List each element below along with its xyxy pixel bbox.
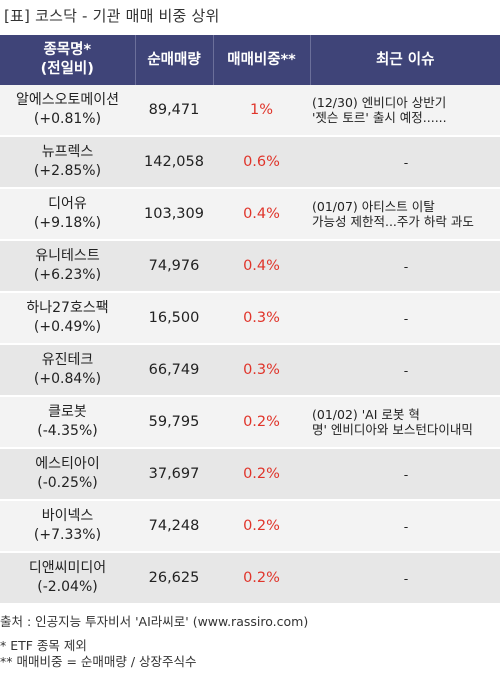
recent-issue: - — [310, 136, 500, 189]
issue-line-1: - — [403, 310, 409, 326]
stock-change: (-0.25%) — [37, 475, 98, 491]
table-row: 뉴프렉스 (+2.85%) 142,058 0.6% - — [0, 136, 500, 189]
recent-issue: (01/02) 'AI 로봇 혁 명' 엔비디아와 보스턴다이내믹 — [310, 396, 500, 449]
table-row: 디어유 (+9.18%) 103,309 0.4% (01/07) 아티스트 이탈 가능성… — [0, 188, 500, 241]
stock-change: (-4.35%) — [37, 423, 98, 439]
recent-issue: - — [310, 344, 500, 397]
net-volume: 103,309 — [135, 188, 213, 241]
source-note: 출처 : 인공지능 투자비서 'AI라씨로' (www.rassiro.com) — [0, 614, 309, 629]
issue-line-1: - — [403, 154, 409, 170]
stock-name: 알에스오토메이션 — [15, 92, 120, 108]
footnote-ratio: ** 매매비중 = 순매매량 / 상장주식수 — [0, 654, 197, 669]
stock-name: 디어유 — [48, 196, 87, 212]
net-volume: 16,500 — [135, 292, 213, 345]
net-volume: 66,749 — [135, 344, 213, 397]
stock-change: (-2.04%) — [37, 579, 98, 595]
stock-name: 에스티아이 — [35, 456, 100, 472]
header-name-label: 종목명* — [43, 42, 92, 58]
header-issue: 최근 이슈 — [310, 35, 500, 85]
net-volume: 74,976 — [135, 240, 213, 293]
table-row: 에스티아이 (-0.25%) 37,697 0.2% - — [0, 448, 500, 501]
table-row: 클로봇 (-4.35%) 59,795 0.2% (01/02) 'AI 로봇 혁 명' … — [0, 396, 500, 449]
trade-ratio: 1% — [213, 85, 310, 137]
table-row: 바이넥스 (+7.33%) 74,248 0.2% - — [0, 500, 500, 553]
issue-line-1: - — [403, 518, 409, 534]
table-row: 알에스오토메이션 (+0.81%) 89,471 1% (12/30) 엔비디아 상반기… — [0, 85, 500, 137]
net-volume: 37,697 — [135, 448, 213, 501]
trade-ratio: 0.3% — [213, 344, 310, 397]
issue-line-1: (01/07) 아티스트 이탈 — [312, 199, 435, 214]
table-row: 유니테스트 (+6.23%) 74,976 0.4% - — [0, 240, 500, 293]
header-name-sub: (전일비) — [40, 61, 94, 77]
stock-change: (+2.85%) — [33, 163, 102, 179]
stock-name: 클로봇 — [48, 404, 87, 420]
trading-ratio-table: 종목명* (전일비) 순매매량 매매비중** 최근 이슈 알에스오토메이션 (+0… — [0, 35, 500, 605]
recent-issue: (12/30) 엔비디아 상반기 '젯슨 토르' 출시 예정...... — [310, 85, 500, 137]
stock-change: (+6.23%) — [33, 267, 102, 283]
footnote-etf: * ETF 종목 제외 — [0, 638, 87, 653]
issue-line-1: (01/02) 'AI 로봇 혁 — [312, 407, 420, 422]
header-volume: 순매매량 — [135, 35, 214, 85]
page-title: [표] 코스닥 - 기관 매매 비중 상위 — [4, 7, 220, 25]
recent-issue: (01/07) 아티스트 이탈 가능성 제한적...주가 하락 과도 — [310, 188, 500, 241]
stock-name-cell: 뉴프렉스 (+2.85%) — [0, 136, 135, 189]
stock-name-cell: 클로봇 (-4.35%) — [0, 396, 135, 449]
trade-ratio: 0.4% — [213, 188, 310, 241]
stock-name-cell: 에스티아이 (-0.25%) — [0, 448, 135, 501]
net-volume: 142,058 — [135, 136, 213, 189]
header-ratio: 매매비중** — [213, 35, 311, 85]
table-row: 디앤씨미디어 (-2.04%) 26,625 0.2% - — [0, 552, 500, 605]
stock-name: 유니테스트 — [35, 248, 100, 264]
issue-line-2: '젯슨 토르' 출시 예정...... — [312, 110, 447, 125]
table-body: 알에스오토메이션 (+0.81%) 89,471 1% (12/30) 엔비디아 상반기… — [0, 85, 500, 605]
table-header-row: 종목명* (전일비) 순매매량 매매비중** 최근 이슈 — [0, 35, 500, 85]
stock-name-cell: 바이넥스 (+7.33%) — [0, 500, 135, 553]
issue-line-2: 명' 엔비디아와 보스턴다이내믹 — [312, 422, 473, 437]
recent-issue: - — [310, 448, 500, 501]
stock-change: (+7.33%) — [33, 527, 102, 543]
stock-change: (+0.81%) — [33, 111, 102, 127]
stock-name: 뉴프렉스 — [41, 144, 94, 160]
header-name: 종목명* (전일비) — [0, 35, 136, 85]
stock-name-cell: 디앤씨미디어 (-2.04%) — [0, 552, 135, 605]
net-volume: 89,471 — [135, 85, 213, 137]
issue-line-1: - — [403, 362, 409, 378]
trade-ratio: 0.6% — [213, 136, 310, 189]
issue-line-1: (12/30) 엔비디아 상반기 — [312, 95, 447, 110]
table-row: 하나27호스팩 (+0.49%) 16,500 0.3% - — [0, 292, 500, 345]
net-volume: 74,248 — [135, 500, 213, 553]
stock-name-cell: 유진테크 (+0.84%) — [0, 344, 135, 397]
net-volume: 59,795 — [135, 396, 213, 449]
stock-name-cell: 디어유 (+9.18%) — [0, 188, 135, 241]
trade-ratio: 0.3% — [213, 292, 310, 345]
trade-ratio: 0.2% — [213, 396, 310, 449]
issue-line-1: - — [403, 570, 409, 586]
stock-change: (+9.18%) — [33, 215, 102, 231]
issue-line-1: - — [403, 258, 409, 274]
trade-ratio: 0.2% — [213, 552, 310, 605]
recent-issue: - — [310, 292, 500, 345]
stock-name: 하나27호스팩 — [26, 300, 109, 316]
trade-ratio: 0.4% — [213, 240, 310, 293]
stock-name: 디앤씨미디어 — [28, 560, 107, 576]
issue-line-2: 가능성 제한적...주가 하락 과도 — [312, 214, 474, 229]
stock-change: (+0.84%) — [33, 371, 102, 387]
stock-name: 바이넥스 — [41, 508, 94, 524]
stock-name-cell: 유니테스트 (+6.23%) — [0, 240, 135, 293]
stock-name: 유진테크 — [41, 352, 94, 368]
trade-ratio: 0.2% — [213, 448, 310, 501]
stock-name-cell: 알에스오토메이션 (+0.81%) — [0, 85, 135, 137]
issue-line-1: - — [403, 466, 409, 482]
stock-change: (+0.49%) — [33, 319, 102, 335]
recent-issue: - — [310, 500, 500, 553]
table-row: 유진테크 (+0.84%) 66,749 0.3% - — [0, 344, 500, 397]
recent-issue: - — [310, 552, 500, 605]
recent-issue: - — [310, 240, 500, 293]
net-volume: 26,625 — [135, 552, 213, 605]
stock-name-cell: 하나27호스팩 (+0.49%) — [0, 292, 135, 345]
trade-ratio: 0.2% — [213, 500, 310, 553]
